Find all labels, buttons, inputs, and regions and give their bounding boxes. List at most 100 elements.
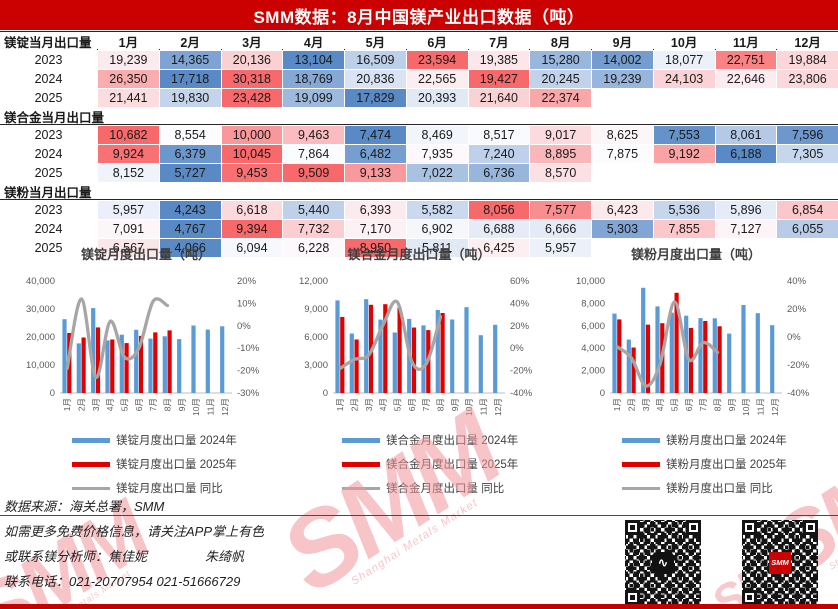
value-cell: 6,379 [159, 145, 221, 163]
table-row: 2024 7,091 4,767 9,394 7,732 7,170 6,902 6,688 6… [0, 220, 838, 238]
bar [727, 333, 732, 393]
value-cell: 20,245 [530, 70, 591, 88]
x-axis-label: 5月 [670, 398, 680, 411]
year-cell: 2024 [0, 220, 97, 238]
x-axis-label: 12月 [220, 398, 230, 416]
bar [755, 313, 760, 393]
bar [493, 324, 498, 393]
value-cell: 7,864 [283, 145, 344, 163]
month-header: 8月 [530, 32, 591, 51]
yoy-line [338, 299, 443, 372]
value-cell: 9,133 [345, 164, 406, 182]
value-cell: 9,017 [530, 126, 591, 144]
value-cell: 22,565 [406, 70, 468, 88]
value-cell: 8,625 [592, 126, 653, 144]
legend-item: 镁合金月度出口量 同比 [342, 476, 582, 500]
section-label: 镁锭当月出口量 [0, 32, 97, 51]
table-header-row: 镁锭当月出口量 1月 2月 3月 4月 5月 6月 7月 8月 9月 10月 11月 12月 [0, 31, 838, 51]
year-cell: 2023 [0, 126, 97, 144]
value-cell: 8,517 [468, 126, 530, 144]
data-source-note: 数据来源：海关总署，SMM [4, 499, 165, 514]
empty-cell [777, 164, 838, 182]
value-cell: 5,957 [530, 239, 591, 257]
x-axis-label: 7月 [421, 398, 431, 411]
right-axis-tick: -20% [510, 366, 533, 377]
value-cell: 6,482 [345, 145, 406, 163]
bar [655, 306, 660, 393]
value-cell: 14,002 [592, 51, 653, 69]
x-axis-label: 6月 [407, 398, 417, 411]
legend-swatch-icon [622, 437, 660, 443]
month-header: 7月 [468, 32, 530, 51]
legend-label: 镁合金月度出口量 2024年 [386, 435, 519, 447]
legend-label: 镁锭月度出口量 2024年 [116, 435, 237, 447]
value-cell: 21,640 [468, 89, 530, 107]
right-axis-tick: 40% [787, 276, 807, 287]
value-cell: 6,618 [221, 201, 283, 219]
right-axis-tick: 0% [237, 321, 251, 332]
bar [153, 332, 158, 393]
value-cell: 23,806 [777, 70, 838, 88]
bar [617, 319, 622, 393]
legend-label: 镁粉月度出口量 2025年 [666, 459, 787, 471]
value-cell: 7,855 [653, 220, 715, 238]
chart-title: 镁粉月度出口量（吨） [631, 247, 761, 262]
legend-swatch-icon [622, 461, 660, 467]
left-axis-tick: 30,000 [26, 304, 55, 315]
value-cell: 19,239 [98, 51, 159, 69]
legend-item: 镁粉月度出口量 2024年 [622, 428, 838, 452]
wechat-qr-code: SMM [742, 520, 818, 605]
value-cell: 6,902 [406, 220, 468, 238]
x-axis-label: 2月 [350, 398, 360, 411]
legend-label: 镁合金月度出口量 同比 [386, 483, 505, 495]
right-axis-tick: -40% [510, 388, 533, 399]
month-header: 9月 [592, 32, 653, 51]
chart-ingot: 镁锭月度出口量（吨） 40,000 30,000 20,000 10,000 0 20% 10… [20, 243, 278, 428]
left-axis-tick: 6,000 [304, 332, 328, 343]
qr-finder-icon [742, 520, 757, 535]
x-axis-label: 9月 [450, 398, 460, 411]
table-row: 2024 26,350 17,718 30,318 18,769 20,836 22,565… [0, 70, 838, 88]
left-axis-tick: 40,000 [26, 276, 55, 287]
legend-alloy: 镁合金月度出口量 2024年 镁合金月度出口量 2025年 镁合金月度出口量 同比 [342, 428, 582, 500]
bar [177, 339, 182, 393]
yoy-line [615, 300, 720, 388]
x-axis-label: 6月 [684, 398, 694, 411]
x-axis-label: 12月 [770, 398, 780, 416]
x-axis-label: 3月 [641, 398, 651, 411]
analyst-2: 朱绮帆 [205, 549, 245, 564]
bar [191, 325, 196, 393]
right-axis-tick: -20% [787, 360, 810, 371]
value-cell: 7,022 [406, 164, 468, 182]
right-axis-tick: -30% [237, 388, 260, 399]
legend-swatch-icon [342, 461, 380, 467]
bar [698, 318, 703, 393]
value-cell: 6,094 [221, 239, 283, 257]
bar [741, 305, 746, 393]
analyst-contacts: 或联系镁分析师：焦佳妮 朱绮帆 [4, 546, 244, 565]
value-cell: 7,875 [592, 145, 653, 163]
value-cell: 7,305 [777, 145, 838, 163]
bar [421, 325, 426, 393]
legend-label: 镁锭月度出口量 同比 [116, 483, 223, 495]
legend-item: 镁锭月度出口量 同比 [72, 476, 312, 500]
x-axis-label: 8月 [713, 398, 723, 411]
value-cell: 5,957 [98, 201, 159, 219]
value-cell: 7,732 [283, 220, 344, 238]
legend-ingot: 镁锭月度出口量 2024年 镁锭月度出口量 2025年 镁锭月度出口量 同比 [72, 428, 312, 500]
value-cell: 9,192 [653, 145, 715, 163]
year-cell: 2023 [0, 51, 97, 69]
bar [110, 339, 115, 393]
bar [220, 326, 225, 393]
left-axis-tick: 10,000 [26, 360, 55, 371]
section-label: 镁合金当月出口量 [0, 108, 838, 125]
month-header: 11月 [715, 32, 777, 51]
bar [669, 312, 674, 393]
month-header: 12月 [777, 32, 838, 51]
right-axis-tick: 60% [510, 276, 530, 287]
legend-item: 镁合金月度出口量 2024年 [342, 428, 582, 452]
qr-finder-icon [803, 520, 818, 535]
value-cell: 8,469 [406, 126, 468, 144]
right-axis-tick: 20% [510, 321, 530, 332]
value-cell: 8,554 [159, 126, 221, 144]
